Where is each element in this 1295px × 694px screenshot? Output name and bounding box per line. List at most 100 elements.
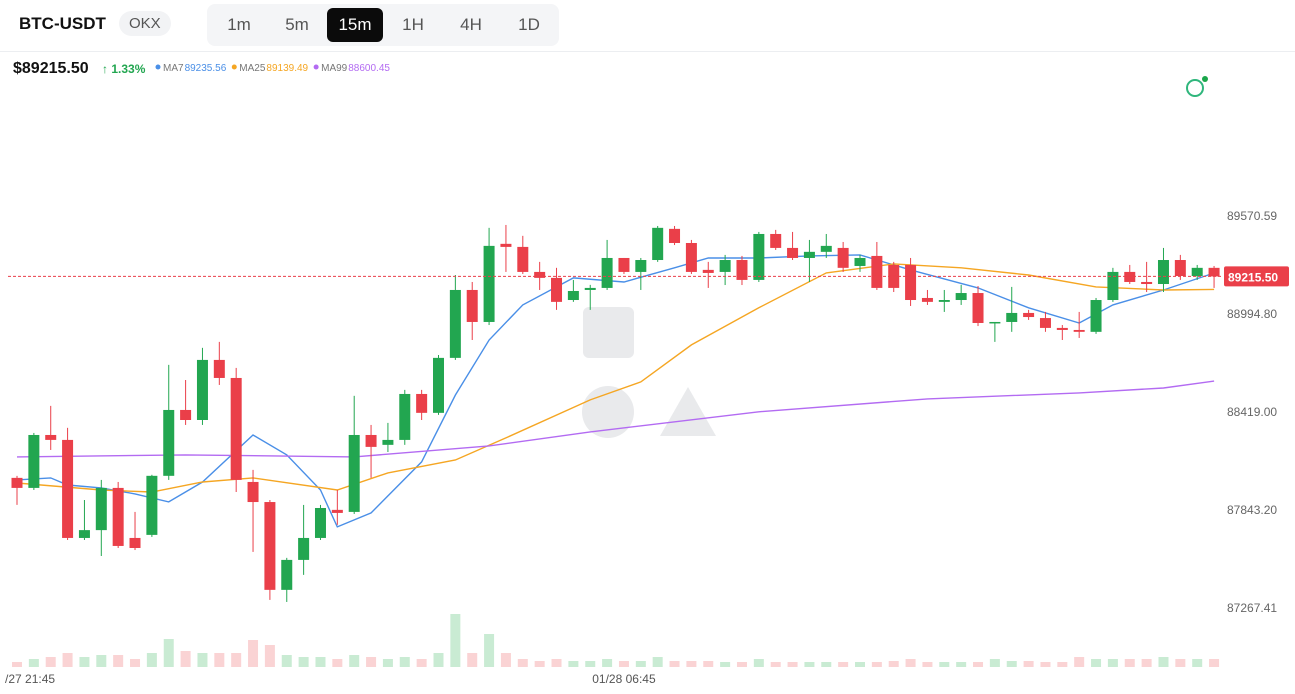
ma-line bbox=[16, 380, 1215, 458]
volume-bar bbox=[214, 653, 225, 667]
candle-body bbox=[685, 242, 697, 272]
candle-body bbox=[787, 247, 799, 258]
x-tick-label: 01/28 06:45 bbox=[592, 672, 656, 686]
exchange: OKX bbox=[119, 11, 171, 36]
candle-body bbox=[618, 257, 630, 272]
candle-body bbox=[803, 251, 815, 258]
candle-body bbox=[1090, 300, 1102, 332]
legend-dot bbox=[155, 64, 161, 70]
volume-bar bbox=[1074, 657, 1085, 667]
candle-body bbox=[1107, 271, 1119, 301]
volume-bar bbox=[180, 651, 191, 667]
legend-dot bbox=[313, 64, 319, 70]
volume-bar bbox=[366, 657, 377, 667]
legend-name: MA25 bbox=[239, 63, 266, 74]
volume-bar bbox=[433, 653, 444, 667]
candle-body bbox=[1124, 271, 1136, 282]
volume-bar bbox=[989, 659, 1000, 667]
candle-body bbox=[1023, 312, 1035, 318]
volume-bar bbox=[79, 657, 90, 667]
candle-body bbox=[11, 477, 23, 488]
y-tick-label: 87843.20 bbox=[1227, 503, 1277, 517]
volume-bar bbox=[568, 661, 579, 667]
candle-body bbox=[382, 439, 394, 445]
volume-bar bbox=[62, 653, 73, 667]
timeframe-button[interactable]: 5m bbox=[285, 15, 309, 34]
volume-bar bbox=[635, 661, 646, 667]
volume-bar bbox=[838, 662, 849, 667]
volume-bar bbox=[804, 662, 815, 667]
volume-bar bbox=[1141, 659, 1152, 667]
volume-bar bbox=[500, 653, 511, 667]
candle-body bbox=[112, 487, 124, 546]
candle-body bbox=[905, 264, 917, 301]
candle-body bbox=[635, 260, 647, 272]
candle-body bbox=[466, 289, 478, 322]
x-tick-label: /27 21:45 bbox=[5, 672, 55, 686]
volume-bar bbox=[146, 653, 157, 667]
candle-body bbox=[584, 287, 596, 290]
volume-bar bbox=[1124, 659, 1135, 667]
legend-name: MA7 bbox=[163, 63, 184, 74]
timeframe-button[interactable]: 1D bbox=[518, 15, 540, 34]
candle-body bbox=[652, 227, 664, 261]
candle-body bbox=[770, 233, 782, 248]
volume-bar bbox=[450, 614, 461, 667]
candle-body bbox=[1208, 267, 1220, 277]
candle-body bbox=[989, 321, 1001, 324]
symbol: BTC-USDT bbox=[19, 14, 106, 33]
volume-bar bbox=[1057, 662, 1068, 667]
timeframe-button[interactable]: 4H bbox=[460, 15, 482, 34]
candle-body bbox=[62, 439, 74, 538]
candle-body bbox=[264, 502, 276, 590]
volume-bar bbox=[1023, 661, 1034, 667]
volume-bar bbox=[298, 657, 309, 667]
volume-bar bbox=[467, 653, 478, 667]
volume-bar bbox=[973, 662, 984, 667]
volume-bar bbox=[787, 662, 798, 667]
candle-body bbox=[365, 434, 377, 447]
candle-body bbox=[500, 243, 512, 247]
volume-bar bbox=[551, 659, 562, 667]
volume-bar bbox=[28, 659, 39, 667]
volume-bar bbox=[1175, 659, 1186, 667]
candle-body bbox=[534, 271, 546, 278]
legend-value: 89235.56 bbox=[185, 63, 227, 74]
candle-body bbox=[196, 359, 208, 421]
volume-bar bbox=[264, 645, 275, 667]
timeframe-button[interactable]: 1m bbox=[227, 15, 251, 34]
volume-bar bbox=[315, 657, 326, 667]
volume-bar bbox=[618, 661, 629, 667]
volume-bar bbox=[1209, 659, 1220, 667]
candle-body bbox=[433, 357, 444, 413]
candle-body bbox=[871, 255, 883, 288]
candle-body bbox=[1039, 318, 1051, 328]
y-tick-label: 88419.00 bbox=[1227, 405, 1277, 419]
candle-body bbox=[416, 393, 428, 413]
volume-bar bbox=[956, 662, 967, 667]
volume-bar bbox=[416, 659, 427, 667]
volume-bar bbox=[922, 662, 933, 667]
timeframe-button[interactable]: 1H bbox=[402, 15, 424, 34]
candle-body bbox=[331, 509, 343, 513]
chart: $89215.50 ↑ 1.33% MA7 89235.56 MA25 89139.4… bbox=[5, 60, 1289, 686]
candle-body bbox=[1073, 329, 1085, 332]
legend-name: MA99 bbox=[321, 63, 348, 74]
volume-bar bbox=[349, 655, 360, 667]
timeframe-button[interactable]: 15m bbox=[327, 8, 383, 42]
candle-body bbox=[517, 246, 529, 272]
price: $89215.50 bbox=[13, 60, 89, 77]
volume-bar bbox=[534, 661, 545, 667]
header: BTC-USDT OKX 1m 5m 15m 1H 4H 1D bbox=[0, 0, 1295, 52]
volume-bar bbox=[399, 657, 410, 667]
candle-body bbox=[314, 507, 326, 538]
candle-body bbox=[820, 245, 832, 252]
ma-line bbox=[16, 254, 1215, 528]
volume-bar bbox=[905, 659, 916, 667]
volume-bar bbox=[382, 659, 393, 667]
candle-body bbox=[1006, 312, 1018, 322]
volume-bar bbox=[1006, 661, 1017, 667]
candle-body bbox=[298, 537, 310, 560]
candle-body bbox=[1191, 267, 1203, 277]
